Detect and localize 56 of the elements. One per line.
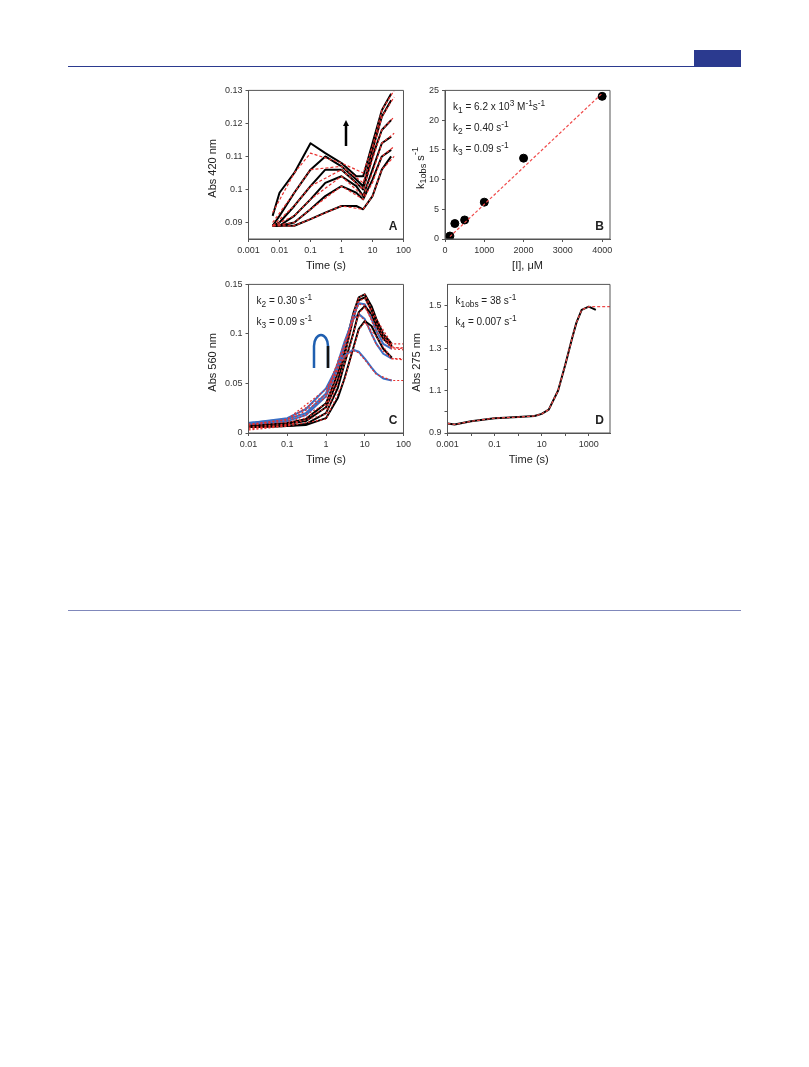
- y-axis-title: Abs 275 nm: [410, 332, 423, 392]
- y-tick-label: 0.9: [429, 427, 442, 438]
- x-tick-label: 0.01: [270, 244, 289, 255]
- annotation: D: [595, 413, 604, 427]
- x-tick-label: 10: [359, 438, 370, 449]
- annotation: k$_{3}$ = 0.09 s$^{-1}$: [256, 313, 313, 331]
- x-tick-label: 2000: [513, 244, 534, 255]
- x-tick-label: 0.1: [304, 244, 317, 255]
- annotation: k$_{2}$ = 0.30 s$^{-1}$: [256, 292, 313, 310]
- annotation: k$_{3}$ = 0.09 s$^{-1}$: [453, 140, 509, 158]
- y-tick-label: 20: [429, 114, 440, 125]
- x-tick-label: 1: [338, 244, 345, 255]
- x-tick-label: 10: [536, 438, 547, 449]
- x-tick-label: 0.001: [237, 244, 260, 255]
- x-tick-label: 0.01: [239, 438, 258, 449]
- x-tick-label: 4000: [592, 244, 613, 255]
- x-tick-label: 100: [395, 244, 412, 255]
- x-tick-label: 10: [367, 244, 378, 255]
- y-tick-label: 1.1: [429, 385, 442, 396]
- y-tick-label: 0.15: [224, 278, 243, 289]
- annotation: C: [388, 413, 398, 427]
- y-tick-label: 0.11: [225, 150, 243, 161]
- x-tick-label: 0.1: [281, 438, 294, 449]
- y-tick-label: 1.5: [429, 300, 442, 311]
- y-tick-label: 10: [429, 174, 440, 185]
- annotation: k$_{4}$ = 0.007 s$^{-1}$: [455, 313, 517, 331]
- y-tick-label: 5: [434, 203, 440, 214]
- y-tick-label: 0.1: [230, 183, 243, 194]
- x-tick-label: 1000: [474, 244, 495, 255]
- y-tick-label: 15: [429, 144, 440, 155]
- x-tick-label: 0.001: [436, 438, 459, 449]
- y-tick-label: 0.1: [230, 328, 243, 339]
- y-tick-label: 0.13: [224, 84, 243, 95]
- x-tick-label: 100: [395, 438, 412, 449]
- annotation: k$_{1obs}$ = 38 s$^{-1}$: [455, 292, 517, 310]
- y-tick-label: 25: [429, 84, 440, 95]
- annotation: k$_{2}$ = 0.40 s$^{-1}$: [453, 119, 509, 137]
- x-tick-label: 3000: [552, 244, 573, 255]
- y-axis-title: Abs 560 nm: [206, 332, 219, 392]
- y-tick-label: 0: [434, 233, 440, 244]
- y-tick-label: 0: [237, 427, 243, 438]
- y-tick-label: 0.05: [224, 377, 243, 388]
- y-tick-label: 0.12: [224, 117, 243, 128]
- x-axis-title: Time (s): [508, 453, 549, 466]
- annotation: A: [388, 219, 398, 233]
- x-tick-label: 1: [323, 438, 329, 449]
- x-axis-title: [I], μM: [512, 259, 543, 272]
- x-tick-label: 1000: [578, 438, 599, 449]
- x-axis-title: Time (s): [306, 259, 346, 272]
- x-axis-title: Time (s): [306, 453, 346, 466]
- annotation: k$_{1}$ = 6.2 x 10$^{3}$ M$^{-1}$s$^{-1}$: [453, 98, 546, 116]
- annotation: B: [595, 219, 604, 233]
- x-tick-label: 0.1: [488, 438, 501, 449]
- y-tick-label: 1.3: [429, 342, 442, 353]
- y-tick-label: 0.09: [224, 216, 243, 227]
- y-axis-title: Abs 420 nm: [206, 138, 219, 198]
